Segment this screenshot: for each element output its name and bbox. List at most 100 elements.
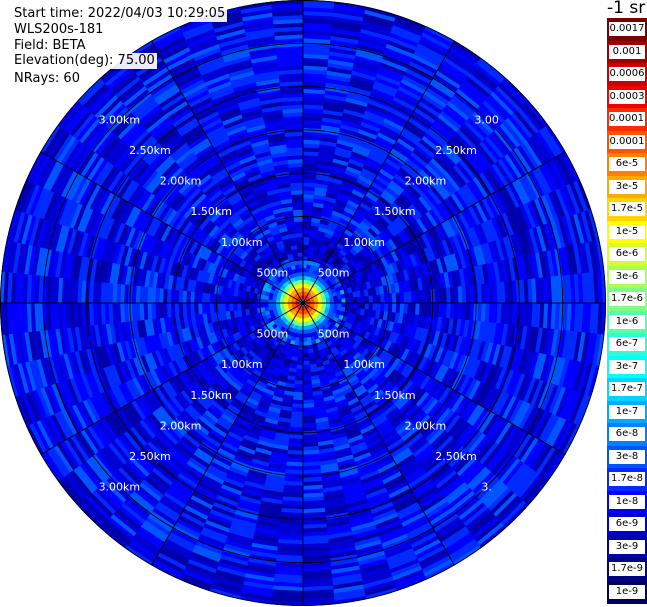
colorbar-cell: 0.0006 bbox=[607, 63, 647, 86]
colorbar-cell: 3e-5 bbox=[607, 175, 647, 199]
ppi-cell bbox=[302, 341, 308, 347]
colorbar-tick-label: 6e-7 bbox=[609, 337, 645, 351]
ring-label: 1.50km bbox=[190, 389, 232, 402]
ppi-cell bbox=[302, 364, 311, 370]
ppi-cell bbox=[302, 329, 307, 335]
colorbar-tick-label: 0.0006 bbox=[609, 67, 645, 81]
colorbar-tick-label: 0.0017 bbox=[609, 22, 645, 36]
ppi-cell bbox=[295, 368, 304, 374]
ppi-cell bbox=[360, 296, 366, 304]
nrays-label: NRays: 60 bbox=[12, 71, 82, 87]
ring-label: 500m bbox=[257, 266, 289, 279]
ppi-cell bbox=[295, 364, 304, 370]
ppi-cell bbox=[368, 295, 374, 304]
ring-label: 2.00km bbox=[405, 175, 447, 188]
ppi-cell bbox=[295, 232, 304, 238]
ring-label: 3.00km bbox=[99, 113, 141, 126]
ring-label: 500m bbox=[318, 266, 350, 279]
ppi-cell bbox=[302, 333, 307, 339]
ppi-cell bbox=[356, 302, 362, 310]
colorbar-tick-label: 1e-9 bbox=[609, 584, 645, 599]
ppi-cell bbox=[296, 360, 304, 366]
ppi-cell bbox=[298, 263, 304, 269]
ring-label: 2.50km bbox=[435, 144, 477, 157]
ring-label: 3. bbox=[481, 481, 492, 494]
ring-label: 2.00km bbox=[160, 419, 202, 432]
colorbar-cell: 1e-7 bbox=[607, 400, 647, 424]
ppi-cell bbox=[296, 244, 304, 250]
colorbar-cell: 1e-8 bbox=[607, 490, 647, 514]
ppi-cell bbox=[232, 302, 238, 311]
colorbar-cell: 0.00017 bbox=[607, 108, 647, 131]
colorbar-cell: 3e-7 bbox=[607, 355, 647, 379]
ppi-cell bbox=[333, 299, 339, 304]
colorbar-cell: 1e-5 bbox=[607, 220, 647, 244]
colorbar-tick-label: 1.7e-6 bbox=[609, 292, 645, 306]
colorbar-tick-label: 3e-9 bbox=[609, 539, 645, 554]
ppi-cell bbox=[252, 302, 257, 309]
ppi-cell bbox=[297, 252, 304, 257]
colorbar-cell: 1.7e-9 bbox=[607, 558, 647, 581]
colorbar-cell: 6e-8 bbox=[607, 423, 647, 446]
ring-label: 1.00km bbox=[221, 358, 263, 371]
colorbar-tick-label: 1e-6 bbox=[609, 314, 645, 329]
ppi-cell bbox=[302, 368, 311, 374]
ppi-cell bbox=[337, 298, 343, 304]
colorbar-tick-label: 3e-5 bbox=[609, 179, 645, 194]
ppi-cell bbox=[296, 353, 304, 358]
ppi-cell bbox=[302, 252, 309, 257]
ppi-cell bbox=[240, 302, 246, 310]
ppi-cell bbox=[364, 295, 370, 304]
colorbar-cell: 6e-5 bbox=[607, 153, 647, 176]
colorbar-tick-label: 6e-9 bbox=[609, 517, 645, 531]
ppi-cell bbox=[302, 244, 310, 250]
ring-label: 2.50km bbox=[129, 144, 171, 157]
ppi-cell bbox=[302, 232, 311, 238]
ppi-cell bbox=[244, 296, 250, 304]
elevation-label: Elevation(deg): 75.00 bbox=[12, 53, 157, 69]
colorbar-cell: 6e-9 bbox=[607, 513, 647, 536]
colorbar-tick-label: 0.00017 bbox=[609, 112, 645, 126]
ppi-cell bbox=[302, 337, 308, 343]
ppi-cell bbox=[252, 297, 257, 304]
colorbar-cell: 0.001 bbox=[607, 40, 647, 64]
ppi-cell bbox=[263, 302, 269, 308]
ppi-cell bbox=[296, 248, 304, 253]
ring-label: 1.50km bbox=[374, 205, 416, 218]
colorbar-tick-label: 1.7e-5 bbox=[609, 202, 645, 216]
colorbar-tick-label: 6e-5 bbox=[609, 157, 645, 171]
ppi-cell bbox=[259, 302, 265, 308]
ppi-cell bbox=[298, 259, 304, 265]
ring-label: 3.00 bbox=[474, 113, 499, 126]
colorbar-cell: 1.7e-7 bbox=[607, 378, 647, 401]
ppi-cell bbox=[240, 296, 246, 304]
ppi-cell bbox=[298, 341, 304, 347]
ring-label: 1.00km bbox=[221, 236, 263, 249]
ppi-cell bbox=[329, 299, 335, 304]
colorbar-cell: 3e-8 bbox=[607, 445, 647, 469]
ring-label: 2.00km bbox=[405, 419, 447, 432]
colorbar-tick-label: 1e-8 bbox=[609, 494, 645, 509]
colorbar-cell: 1.7e-6 bbox=[607, 288, 647, 311]
colorbar-tick-label: 3e-7 bbox=[609, 359, 645, 374]
ppi-cell bbox=[302, 259, 308, 265]
ppi-cell bbox=[299, 267, 304, 273]
ppi-cell bbox=[295, 236, 304, 242]
ppi-cell bbox=[267, 302, 273, 307]
ppi-cell bbox=[271, 302, 277, 307]
ring-label: 1.50km bbox=[190, 205, 232, 218]
ppi-cell bbox=[302, 240, 310, 246]
colorbar-tick-label: 0.0003 bbox=[609, 89, 645, 104]
colorbar-cell: 1e-9 bbox=[607, 580, 647, 604]
ring-label: 1.00km bbox=[343, 358, 385, 371]
ring-label: 500m bbox=[257, 328, 289, 341]
colorbar-cell: 3e-6 bbox=[607, 265, 647, 289]
colorbar-tick-label: 0.0001 bbox=[609, 134, 645, 149]
ppi-cell bbox=[302, 236, 311, 242]
instrument-label: WLS200s-181 bbox=[12, 22, 106, 38]
colorbar-cell: 0.0001 bbox=[607, 130, 647, 154]
ppi-cell bbox=[296, 356, 304, 362]
ppi-cell bbox=[341, 298, 347, 304]
colorbar-cell: 1e-6 bbox=[607, 310, 647, 334]
